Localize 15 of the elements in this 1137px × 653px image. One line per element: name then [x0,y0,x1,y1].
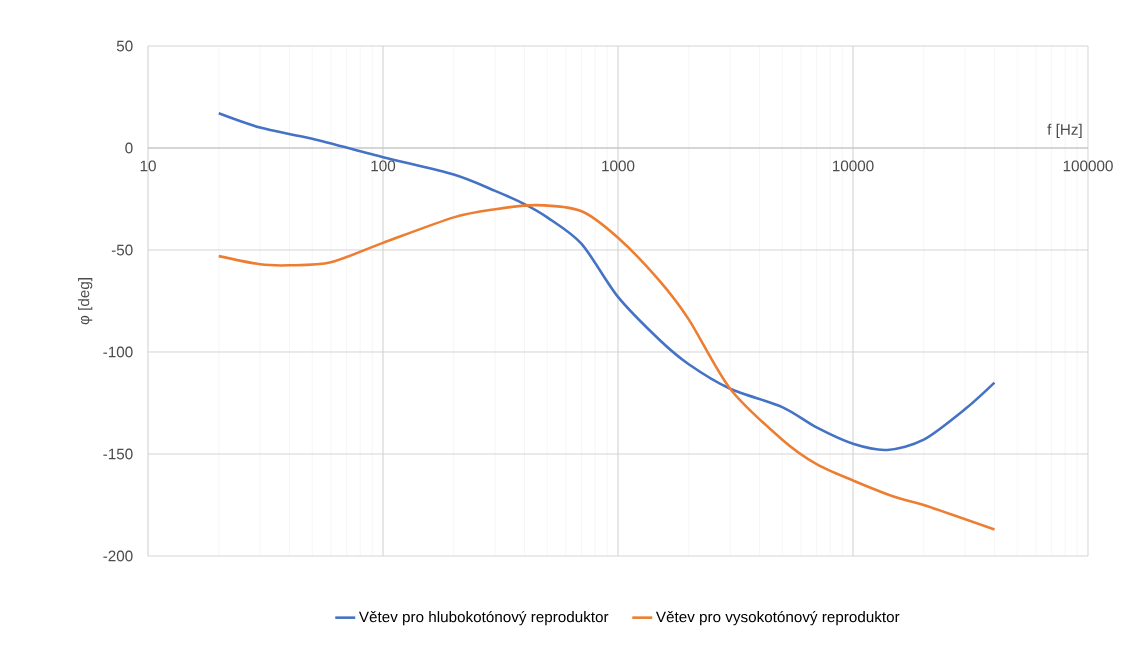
legend-label: Větev pro hlubokotónový reproduktor [358,610,609,626]
y-axis-title: φ [deg] [78,278,93,325]
x-tick-label: 100 [371,160,396,172]
legend-label: Větev pro vysokotónový reproduktor [655,610,900,626]
y-tick-label: -50 [111,244,133,256]
y-tick-label: 50 [116,40,133,52]
y-tick-label: -100 [103,346,133,358]
y-tick-label: -200 [103,550,133,562]
x-tick-label: 100000 [1063,160,1113,172]
x-tick-label: 10 [140,160,156,172]
y-tick-label: -150 [103,448,133,460]
y-tick-label: 0 [125,142,133,154]
x-axis-title: f [Hz] [1047,123,1082,138]
x-tick-label: 10000 [832,160,874,172]
x-tick-label: 1000 [602,160,635,172]
